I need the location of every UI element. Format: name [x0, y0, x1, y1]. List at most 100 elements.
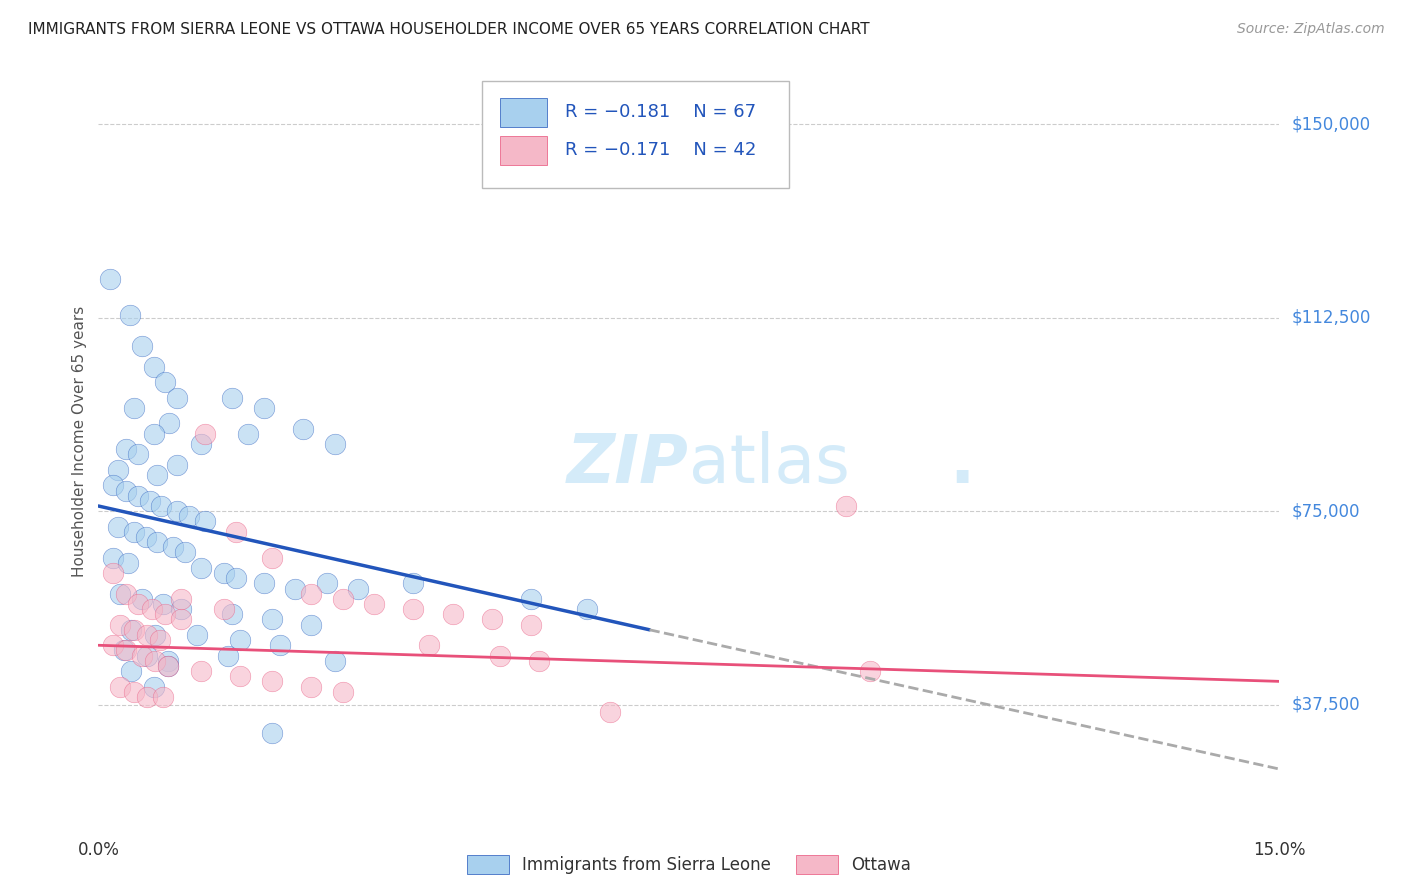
Point [122, 623, 145, 637]
Point [157, 417, 180, 431]
Point [194, 426, 217, 441]
Point [217, 648, 239, 663]
Point [520, 617, 543, 632]
Point [236, 426, 259, 441]
Point [155, 376, 177, 390]
Point [166, 391, 188, 405]
Point [131, 648, 153, 663]
Point [221, 607, 243, 622]
Point [402, 576, 425, 591]
Point [292, 422, 315, 436]
Point [136, 648, 159, 663]
Point [149, 633, 172, 648]
Point [135, 530, 157, 544]
Point [143, 654, 166, 668]
Text: R = −0.181    N = 67: R = −0.181 N = 67 [565, 103, 756, 121]
Point [332, 591, 354, 606]
Point [190, 437, 212, 451]
Text: .: . [949, 432, 974, 497]
Point [418, 638, 440, 652]
Point [142, 680, 165, 694]
Text: 0.0%: 0.0% [77, 841, 120, 859]
Text: Source: ZipAtlas.com: Source: ZipAtlas.com [1237, 22, 1385, 37]
Point [315, 576, 337, 591]
Point [284, 582, 307, 596]
Point [575, 602, 598, 616]
Point [260, 612, 283, 626]
Point [253, 576, 276, 591]
Point [225, 571, 247, 585]
Point [127, 447, 149, 461]
Point [194, 515, 217, 529]
Point [599, 706, 621, 720]
Y-axis label: Householder Income Over 65 years: Householder Income Over 65 years [72, 306, 87, 577]
Point [299, 617, 322, 632]
Point [229, 669, 252, 683]
Point [299, 587, 322, 601]
Point [117, 556, 139, 570]
Point [323, 654, 346, 668]
Point [229, 633, 252, 648]
Point [138, 493, 160, 508]
Text: R = −0.171    N = 42: R = −0.171 N = 42 [565, 142, 756, 160]
Point [253, 401, 276, 415]
FancyBboxPatch shape [501, 98, 547, 127]
Point [122, 524, 145, 539]
Point [115, 587, 138, 601]
Point [299, 680, 322, 694]
Point [156, 659, 179, 673]
Point [101, 566, 124, 580]
Point [110, 617, 132, 632]
Point [323, 437, 346, 451]
Text: atlas: atlas [689, 432, 849, 497]
Point [142, 426, 165, 441]
Point [166, 504, 188, 518]
Text: 15.0%: 15.0% [1253, 841, 1306, 859]
Text: $75,000: $75,000 [1291, 502, 1360, 520]
Point [152, 597, 174, 611]
Point [143, 628, 166, 642]
Point [859, 664, 882, 678]
Point [481, 612, 503, 626]
Point [110, 680, 132, 694]
Point [142, 359, 165, 374]
Point [170, 612, 193, 626]
Point [127, 597, 149, 611]
Point [162, 541, 184, 555]
Point [136, 628, 159, 642]
Legend: Immigrants from Sierra Leone, Ottawa: Immigrants from Sierra Leone, Ottawa [460, 848, 918, 880]
FancyBboxPatch shape [501, 136, 547, 165]
Point [112, 643, 135, 657]
Point [156, 659, 179, 673]
Point [115, 643, 138, 657]
Point [166, 458, 188, 472]
Text: $37,500: $37,500 [1291, 696, 1360, 714]
Text: ZIP: ZIP [567, 432, 689, 497]
Point [146, 468, 169, 483]
Point [269, 638, 291, 652]
FancyBboxPatch shape [482, 81, 789, 187]
Point [260, 550, 283, 565]
Point [131, 339, 153, 353]
Point [131, 591, 153, 606]
Point [156, 654, 179, 668]
Point [441, 607, 464, 622]
Point [101, 638, 124, 652]
Point [363, 597, 385, 611]
Point [190, 664, 212, 678]
Point [529, 654, 551, 668]
Point [221, 391, 243, 405]
Point [141, 602, 163, 616]
Point [121, 664, 143, 678]
Text: $112,500: $112,500 [1291, 309, 1371, 326]
Point [146, 535, 169, 549]
Point [115, 442, 138, 457]
Point [101, 550, 124, 565]
Point [402, 602, 425, 616]
Text: IMMIGRANTS FROM SIERRA LEONE VS OTTAWA HOUSEHOLDER INCOME OVER 65 YEARS CORRELAT: IMMIGRANTS FROM SIERRA LEONE VS OTTAWA H… [28, 22, 870, 37]
Point [332, 684, 354, 698]
Point [835, 499, 858, 513]
Point [225, 524, 247, 539]
Point [174, 545, 197, 559]
Point [520, 591, 543, 606]
